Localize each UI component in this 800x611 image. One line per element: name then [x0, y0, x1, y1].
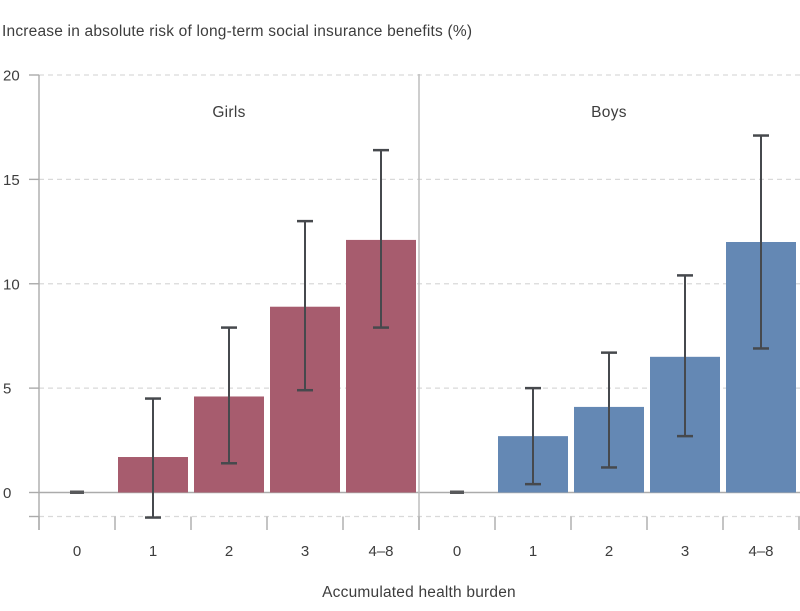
- x-axis-title: Accumulated health burden: [322, 584, 516, 601]
- x-tick-label: 3: [301, 543, 309, 560]
- x-tick-label: 4–8: [368, 543, 393, 560]
- x-tick-label: 0: [453, 543, 461, 560]
- x-tick-label: 0: [73, 543, 81, 560]
- x-tick-label: 2: [225, 543, 233, 560]
- y-tick-label: 15: [3, 172, 20, 189]
- x-tick-label: 3: [681, 543, 689, 560]
- x-tick-label: 1: [529, 543, 537, 560]
- y-tick-label: 20: [3, 68, 20, 85]
- y-tick-label: 0: [3, 485, 11, 502]
- y-tick-label: 5: [3, 381, 11, 398]
- zero-value-marker: [450, 490, 464, 494]
- x-tick-label: 4–8: [748, 543, 773, 560]
- x-tick-label: 2: [605, 543, 613, 560]
- y-tick-label: 10: [3, 276, 20, 293]
- zero-value-marker: [70, 490, 84, 494]
- chart-title: Increase in absolute risk of long-term s…: [2, 23, 473, 40]
- x-tick-label: 1: [149, 543, 157, 560]
- panel-label: Girls: [212, 104, 245, 121]
- panel-label: Boys: [591, 104, 627, 121]
